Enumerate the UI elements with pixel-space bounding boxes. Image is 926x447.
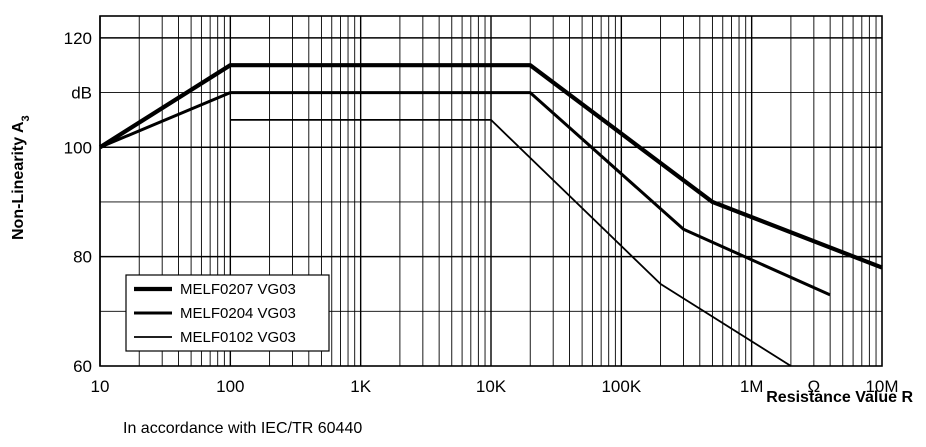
x-tick-label: 10 bbox=[91, 377, 110, 396]
legend-entry: MELF0207 VG03 bbox=[180, 281, 296, 298]
y-tick-label: 100 bbox=[64, 138, 92, 157]
legend-entry: MELF0102 VG03 bbox=[180, 329, 296, 346]
y-axis-title: Non-Linearity A3 bbox=[10, 115, 32, 240]
y-axis-title-subscript: 3 bbox=[20, 115, 32, 121]
footnote: In accordance with IEC/TR 60440 bbox=[123, 420, 363, 437]
x-tick-label: 1K bbox=[350, 377, 371, 396]
y-axis-title-text: Non-Linearity A bbox=[10, 121, 27, 240]
legend: MELF0207 VG03 MELF0204 VG03 MELF0102 VG03 bbox=[125, 274, 330, 352]
x-tick-label: 10K bbox=[476, 377, 507, 396]
x-tick-label: 100 bbox=[216, 377, 244, 396]
x-tick-label: 100K bbox=[601, 377, 641, 396]
y-tick-label: 60 bbox=[73, 357, 92, 376]
y-tick-label: 80 bbox=[73, 248, 92, 267]
x-tick-label: 10M bbox=[865, 377, 898, 396]
series-line-3 bbox=[230, 119, 792, 367]
x-unit-label: Ω bbox=[807, 377, 820, 396]
plot-frame bbox=[99, 15, 883, 367]
x-axis-title: Resistance Value R bbox=[766, 389, 913, 406]
y-unit-label: dB bbox=[71, 84, 92, 103]
x-axis-title-text: Resistance Value R bbox=[766, 389, 913, 406]
x-tick-label: 1M bbox=[740, 377, 764, 396]
legend-entry: MELF0204 VG03 bbox=[180, 305, 296, 322]
series-line-1 bbox=[98, 63, 883, 270]
y-tick-label: 120 bbox=[64, 29, 92, 48]
series-line-2 bbox=[99, 91, 831, 297]
